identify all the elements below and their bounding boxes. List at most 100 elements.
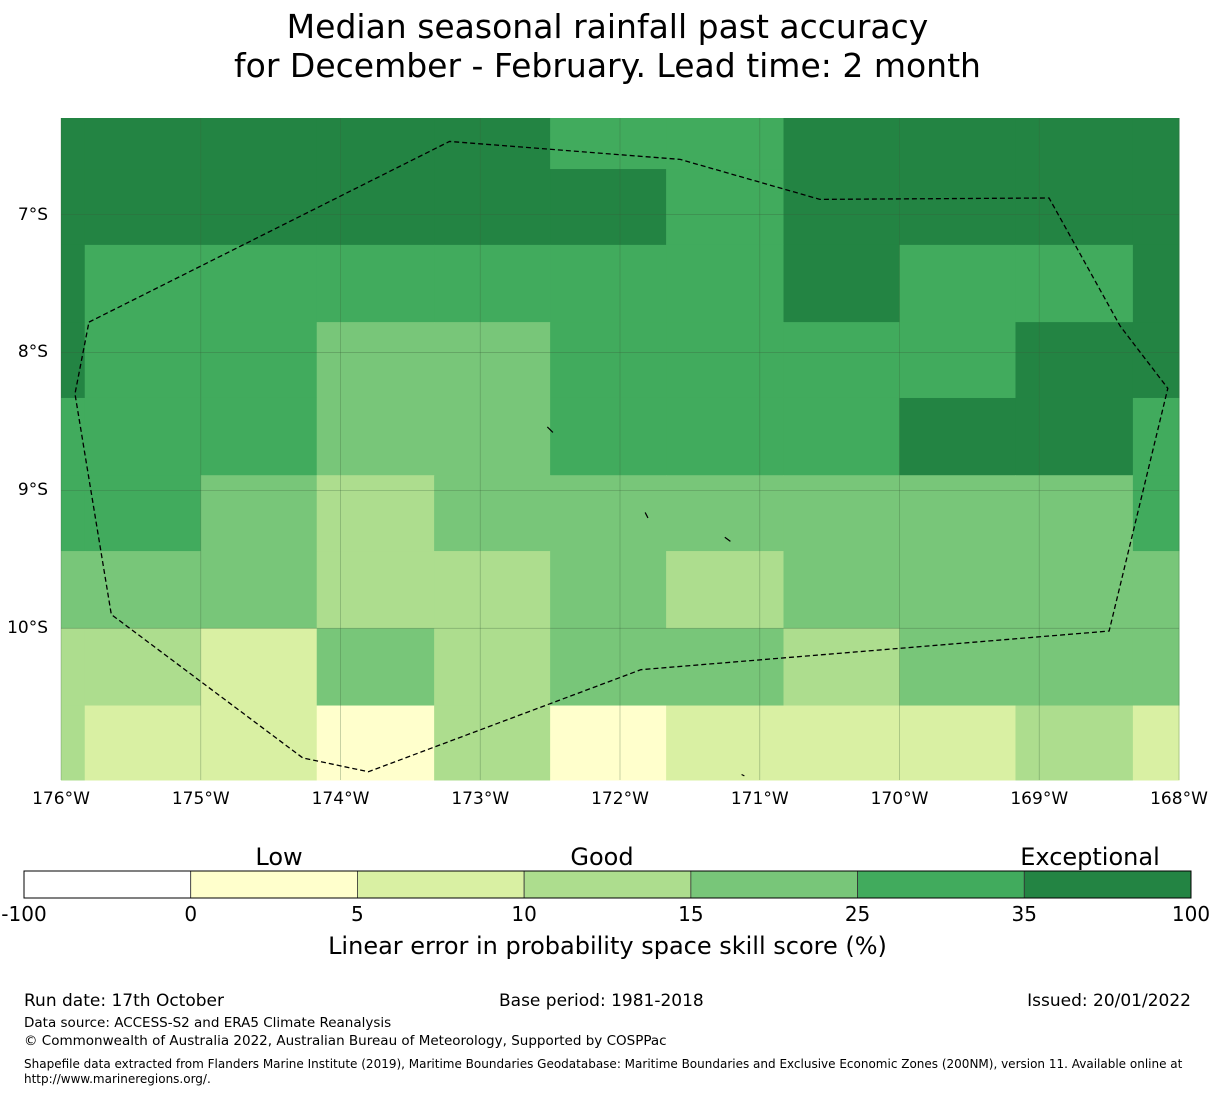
grid-cell [666,628,785,707]
grid-cell [1015,397,1134,476]
legend-category-exceptional: Exceptional [1020,843,1160,871]
grid-cell [200,551,318,629]
grid-cell [316,705,435,781]
grid-cell [1132,551,1180,629]
colorbar-segment [857,870,1025,899]
grid-cell [550,551,667,629]
grid-cell [200,118,318,170]
grid-cell [1015,551,1134,629]
grid-cell [316,628,435,707]
grid-cell [550,322,667,399]
grid-cell [434,118,551,170]
grid-cell [783,118,900,170]
grid-cell [1132,475,1180,552]
eez-boundary-line [74,140,1169,773]
colorbar-label: Linear error in probability space skill … [328,932,887,960]
grid-cell [550,628,667,707]
colorbar-segment [190,870,358,899]
grid-cell [84,169,202,246]
longitude-tick-label: 175°W [171,789,230,809]
grid-cell [1015,475,1134,552]
grid-cell [1015,118,1134,170]
islands [546,426,745,777]
grid-cell [899,475,1016,552]
grid-cell [84,628,202,707]
grid-cell [434,475,551,552]
grid-cell [783,397,900,476]
longitude-tick-label: 176°W [32,789,90,809]
grid-cell [200,169,318,246]
eez-boundary [74,140,1169,773]
grid-cell [316,169,435,246]
grid-cell [550,118,667,170]
grid-cell [1132,118,1180,170]
copyright-notice: © Commonwealth of Australia 2022, Austra… [24,1033,667,1049]
grid-cell [84,244,202,323]
grid-cell [316,475,435,552]
grid-cell [316,244,435,323]
grid-cell [899,628,1016,707]
grid-cell [61,169,86,246]
grid-cell [550,475,667,552]
grid-cell [1015,705,1134,781]
graticule [60,118,1180,780]
grid-cell [783,244,900,323]
skill-grid [61,118,1180,781]
rainfall-skill-map [60,118,1180,781]
grid-cell [1132,322,1180,399]
grid-cell [899,169,1016,246]
grid-cell [550,169,667,246]
grid-cell [84,475,202,552]
grid-cell [434,705,551,781]
grid-cell [200,322,318,399]
colorbar-segment [523,870,692,899]
grid-cell [666,705,785,781]
shapefile-credit: Shapefile data extracted from Flanders M… [24,1057,1183,1086]
grid-cell [899,397,1016,476]
grid-cell [1132,705,1180,781]
issued-date: Issued: 20/01/2022 [1027,991,1191,1011]
island [644,512,649,519]
grid-cell [316,118,435,170]
colorbar [23,870,1192,899]
grid-cell [84,118,202,170]
legend-category-low: Low [255,843,303,871]
grid-cell [1132,169,1180,246]
colorbar-segment [1023,870,1192,899]
chart-title-line-1: Median seasonal rainfall past accuracy [286,7,929,46]
grid-cell [899,551,1016,629]
latitude-tick-label: 8°S [17,342,48,363]
grid-cell [200,705,318,781]
grid-cell [783,551,900,629]
grid-cell [783,475,900,552]
grid-cell [84,397,202,476]
grid-cell [899,705,1016,781]
grid-cell [1015,169,1134,246]
base-period: Base period: 1981-2018 [499,991,704,1011]
grid-cell [783,169,900,246]
longitude-tick-label: 170°W [870,789,929,809]
grid-cell [550,397,667,476]
grid-cell [84,551,202,629]
longitude-tick-label: 169°W [1010,789,1069,809]
grid-cell [61,628,86,707]
longitude-tick-label: 173°W [451,789,510,809]
grid-cell [1132,628,1180,707]
grid-cell [434,322,551,399]
grid-cell [200,628,318,707]
grid-cell [666,397,785,476]
grid-cell [61,705,86,781]
legend-category-good: Good [570,843,634,871]
grid-cell [84,705,202,781]
grid-cell [666,475,785,552]
longitude-tick-label: 174°W [311,789,370,809]
grid-cell [434,397,551,476]
grid-cell [666,244,785,323]
grid-cell [61,475,86,552]
grid-cell [899,118,1016,170]
grid-cell [899,322,1016,399]
data-source: Data source: ACCESS-S2 and ERA5 Climate … [24,1015,392,1031]
grid-cell [1015,322,1134,399]
grid-cell [666,551,785,629]
grid-cell [783,705,900,781]
